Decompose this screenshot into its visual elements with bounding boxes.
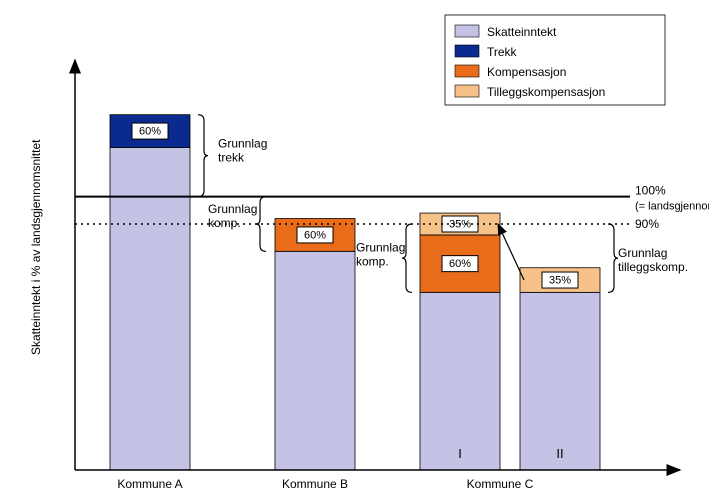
bar-footer-C1: I [458, 446, 462, 461]
legend-swatch-1 [455, 45, 479, 57]
x-axis-label-1: Kommune B [282, 477, 348, 491]
annot-grunnlag-komp-top-line2: komp. [208, 216, 241, 230]
annot-grunnlag-trekk-line1: Grunnlag [218, 136, 267, 150]
bar-C1: 60%35%I [420, 213, 500, 470]
legend-swatch-0 [455, 25, 479, 37]
refline-90-label: 90% [635, 217, 659, 231]
legend-label-2: Kompensasjon [487, 65, 566, 79]
segment-C1.skatt [420, 292, 500, 470]
legend: Skatteinntekt Trekk Kompensasjon Tilleggsko… [445, 15, 665, 105]
segment-C2.skatt [520, 292, 600, 470]
x-axis-label-0: Kommune A [117, 477, 182, 491]
bar-B: 60% [275, 219, 355, 470]
annot-grunnlag-komp-bot-line1: Grunnlag [356, 240, 405, 254]
chart-container: 60%60%60%35%I35%II100%(= landsgjennomsni… [0, 0, 709, 501]
annot-grunnlag-komp-bot-line2: komp. [356, 254, 389, 268]
badge-text-C2.till: 35% [549, 274, 571, 286]
badge-text-B.komp: 60% [304, 229, 326, 241]
x-axis-label-2: Kommune C [467, 477, 534, 491]
chart-svg: 60%60%60%35%I35%II100%(= landsgjennomsni… [0, 0, 709, 501]
badge-text-C1.komp: 60% [449, 258, 471, 270]
legend-swatch-3 [455, 85, 479, 97]
legend-label-1: Trekk [487, 45, 518, 59]
annot-grunnlag-tilleggskomp-line2: tilleggskomp. [618, 260, 688, 274]
badge-text-A.trekk: 60% [139, 125, 161, 137]
refline-100-label-top: 100% [635, 184, 666, 198]
annot-grunnlag-tilleggskomp-line1: Grunnlag [618, 246, 667, 260]
bar-footer-C2: II [556, 446, 563, 461]
y-axis-title: Skatteinntekt i % av landsgjennomsnittet [29, 139, 43, 355]
segment-B.skatt [275, 251, 355, 470]
legend-label-0: Skatteinntekt [487, 25, 557, 39]
legend-swatch-2 [455, 65, 479, 77]
annot-grunnlag-komp-top-line1: Grunnlag [208, 202, 257, 216]
legend-label-3: Tilleggskompensasjon [487, 85, 605, 99]
annot-grunnlag-trekk-line2: trekk [218, 150, 245, 164]
bar-A: 60% [110, 115, 190, 470]
refline-100-label-bottom: (= landsgjennomsnitt) [635, 201, 709, 213]
bar-C2: 35% II [520, 268, 600, 470]
